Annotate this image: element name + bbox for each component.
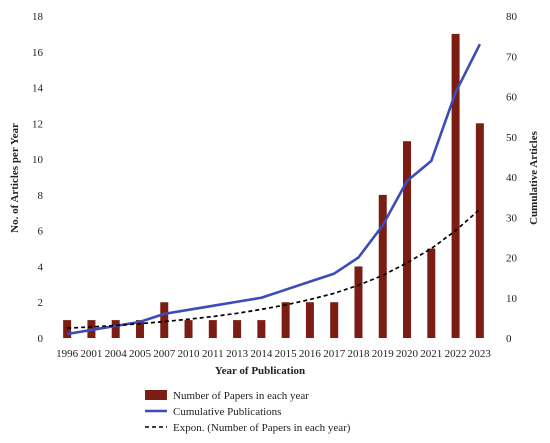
- bar: [330, 302, 339, 338]
- x-axis: 1996 2001 2004 2005 2007 2010 2011 2013 2014 2015…: [56, 348, 491, 360]
- y2-tick-label: 20: [506, 253, 518, 265]
- y-tick-label: 0: [38, 333, 44, 345]
- bar: [233, 320, 242, 338]
- legend-swatch-bars: [145, 390, 167, 400]
- bar: [135, 320, 144, 338]
- x-tick-label: 1996: [56, 348, 79, 360]
- y-tick-label: 10: [32, 154, 44, 166]
- y-tick-label: 4: [38, 261, 44, 273]
- x-tick-label: 2018: [347, 348, 370, 360]
- y-tick-label: 6: [38, 226, 44, 238]
- x-tick-label: 2017: [323, 348, 346, 360]
- x-tick-label: 2020: [396, 348, 419, 360]
- y-axis-title: No. of Articles per Year: [9, 123, 21, 233]
- bar: [451, 33, 460, 339]
- legend: Number of Papers in each year Cumulative…: [145, 390, 351, 434]
- y2-tick-label: 30: [506, 212, 518, 224]
- x-tick-label: 2022: [445, 348, 467, 360]
- x-tick-label: 2011: [202, 348, 224, 360]
- y-tick-label: 8: [38, 190, 44, 202]
- y-tick-label: 2: [38, 297, 44, 309]
- x-tick-label: 2015: [275, 348, 298, 360]
- x-tick-label: 2010: [178, 348, 201, 360]
- x-tick-label: 2013: [226, 348, 249, 360]
- y2-tick-label: 70: [506, 51, 518, 63]
- x-tick-label: 2016: [299, 348, 322, 360]
- x-tick-label: 2005: [129, 348, 152, 360]
- x-tick-label: 2021: [420, 348, 442, 360]
- y2-axis-title: Cumulative Articles: [528, 130, 540, 225]
- y-tick-label: 14: [32, 83, 44, 95]
- y-tick-label: 18: [32, 11, 44, 23]
- y2-tick-label: 50: [506, 132, 518, 144]
- y2-tick-label: 80: [506, 11, 518, 23]
- legend-label-bars: Number of Papers in each year: [173, 390, 309, 402]
- x-tick-label: 2023: [469, 348, 492, 360]
- bar: [281, 302, 290, 338]
- y2-tick-label: 0: [506, 333, 512, 345]
- bar: [427, 248, 436, 338]
- legend-label-trend: Expon. (Number of Papers in each year): [173, 422, 351, 434]
- right-axis: 0 10 20 30 40 50 60 70 80: [506, 11, 518, 345]
- bar: [305, 302, 314, 338]
- legend-label-cumulative: Cumulative Publications: [173, 406, 281, 418]
- bar: [475, 123, 484, 338]
- bar: [354, 266, 363, 338]
- bar: [63, 320, 72, 338]
- bar: [403, 141, 412, 338]
- x-tick-label: 2007: [153, 348, 176, 360]
- y2-tick-label: 60: [506, 92, 518, 104]
- x-axis-title: Year of Publication: [215, 365, 305, 377]
- cumulative-line: [66, 43, 482, 336]
- bar: [257, 320, 266, 338]
- left-axis: 0 2 4 6 8 10 12 14 16 18: [32, 11, 44, 345]
- y2-tick-label: 40: [506, 172, 518, 184]
- x-tick-label: 2014: [250, 348, 273, 360]
- y-tick-label: 12: [32, 118, 43, 130]
- bar: [184, 320, 193, 338]
- bar: [378, 194, 387, 338]
- bar: [160, 302, 169, 338]
- x-tick-label: 2019: [372, 348, 395, 360]
- bar-series: [63, 33, 484, 339]
- x-tick-label: 2004: [105, 348, 128, 360]
- y2-tick-label: 10: [506, 293, 518, 305]
- y-tick-label: 16: [32, 47, 44, 59]
- bar: [208, 320, 217, 338]
- x-tick-label: 2001: [80, 348, 102, 360]
- line-series: [66, 43, 482, 336]
- bar: [111, 320, 120, 338]
- trend-line: [67, 208, 481, 330]
